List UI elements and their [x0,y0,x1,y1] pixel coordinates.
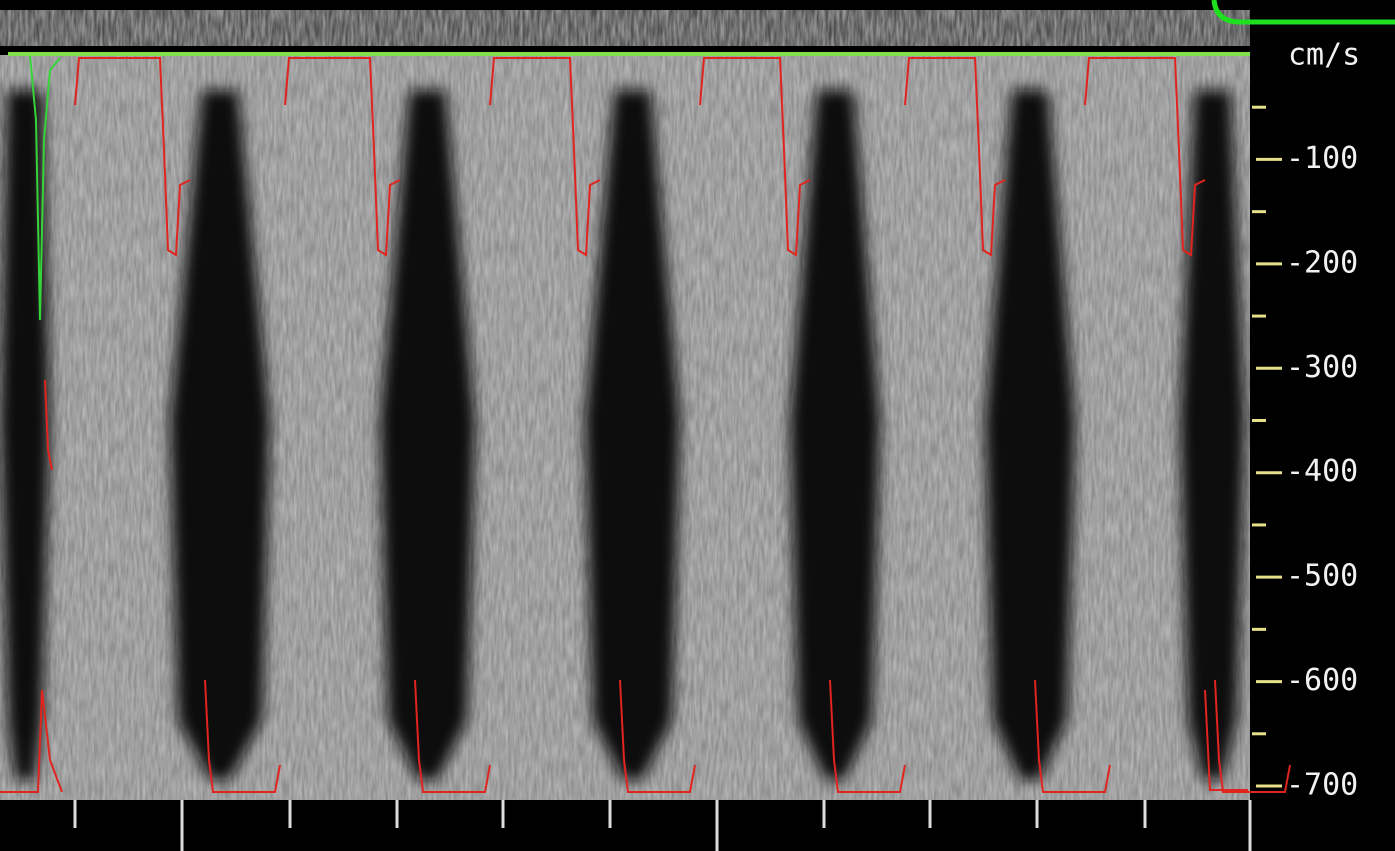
y-tick-label: -500 [1286,559,1358,594]
page: cm/s -100-200-300-400-500-600-700 (() =>… [0,0,1395,851]
y-tick-label: -200 [1286,245,1358,280]
y-tick-label: -600 [1286,663,1358,698]
doppler-screen: cm/s -100 -200 -300 -400 -500 -600 -700 [0,0,1395,851]
y-tick-label: -400 [1286,454,1358,489]
y-tick-label: -100 [1286,141,1358,176]
y-tick-label: -300 [1286,350,1358,385]
top-strip-texture [0,10,1250,46]
unit-label: cm/s [1288,38,1360,73]
y-tick-label: -700 [1286,768,1358,803]
